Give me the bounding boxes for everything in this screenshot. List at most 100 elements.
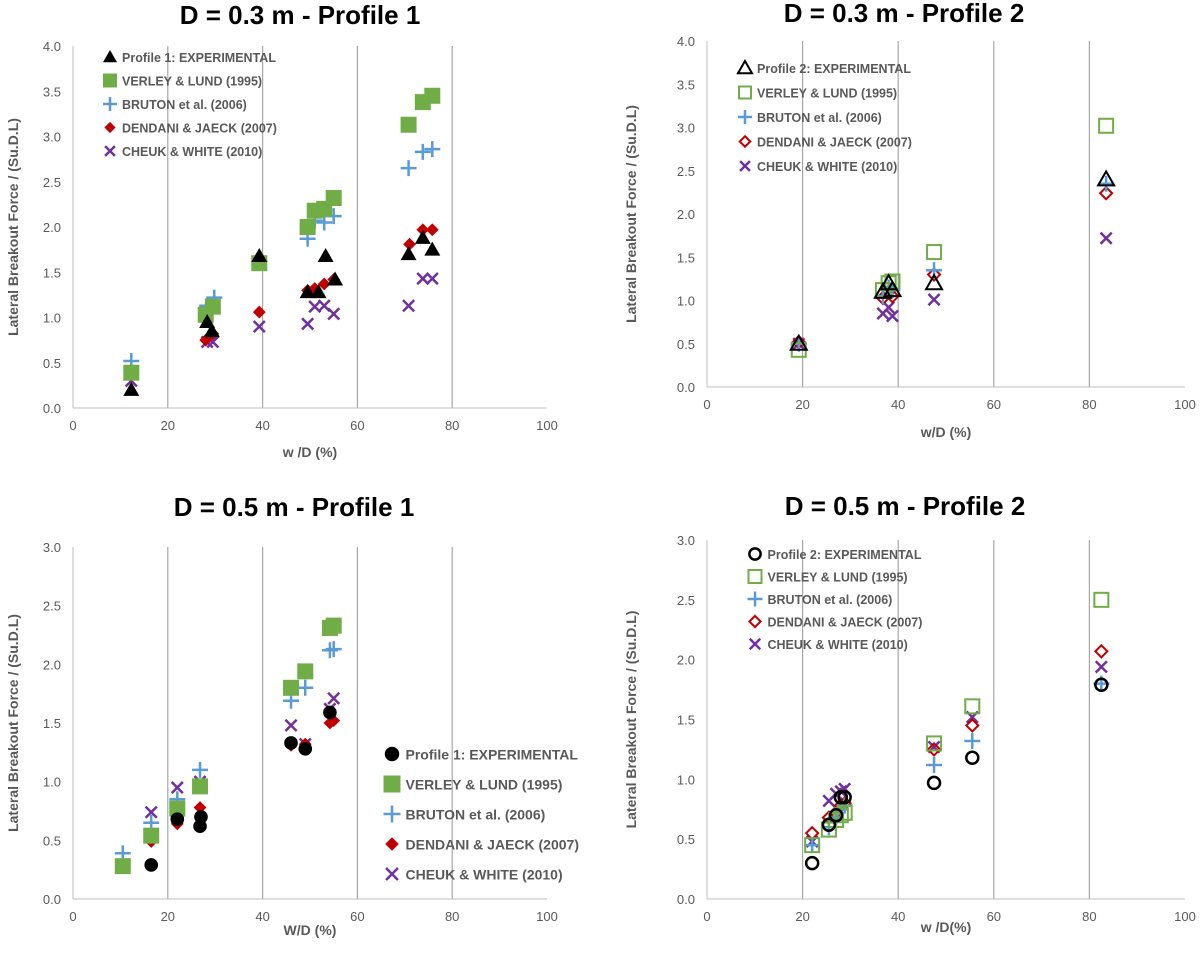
legend-marker (384, 746, 400, 762)
data-point (297, 679, 314, 696)
data-point (301, 317, 315, 331)
x-tick-label: 60 (987, 909, 1001, 924)
data-point (1098, 117, 1115, 134)
y-tick-label: 1.5 (43, 265, 61, 280)
y-tick-label: 2.0 (43, 657, 61, 672)
x-tick-label: 100 (536, 909, 558, 924)
legend-label: DENDANI & JAECK (2007) (122, 121, 277, 135)
x-tick-label: 60 (350, 418, 364, 433)
legend-label: BRUTON et al. (2006) (122, 98, 247, 112)
x-tick-label: 80 (1082, 397, 1096, 412)
data-point (926, 775, 942, 791)
legend-item-cheuk-white-2010: CHEUK & WHITE (2010) (748, 638, 908, 652)
chart-title: D = 0.3 m - Profile 1 (180, 0, 421, 30)
data-point (144, 858, 159, 872)
data-point (1098, 175, 1115, 192)
data-point (192, 778, 209, 795)
data-point (926, 742, 942, 757)
x-axis-label: w /D (%) (282, 444, 337, 460)
legend-marker (385, 867, 399, 881)
data-point (297, 663, 314, 680)
data-point (170, 812, 185, 827)
y-tick-label: 1.5 (677, 250, 695, 265)
x-tick-label: 20 (795, 909, 809, 924)
data-point (317, 247, 334, 262)
data-point (965, 750, 980, 766)
legend-label: CHEUK & WHITE (2010) (768, 638, 908, 652)
series-bruton-et-al-2006 (790, 175, 1115, 352)
legend-label: VERLEY & LUND (1995) (406, 776, 563, 792)
legend-marker (104, 145, 116, 157)
legend-label: VERLEY & LUND (1995) (757, 86, 897, 100)
legend-item-profile-2-experimental: Profile 2: EXPERIMENTAL (748, 547, 922, 562)
x-tick-label: 20 (161, 418, 175, 433)
data-point (425, 272, 439, 286)
data-point (1098, 185, 1114, 201)
y-tick-label: 1.5 (43, 716, 61, 731)
data-point (400, 160, 417, 177)
x-tick-label: 0 (703, 397, 710, 412)
legend-item-dendani-jaeck-2007: DENDANI & JAECK (2007) (747, 614, 922, 629)
series-dendani-jaeck-2007 (791, 185, 1114, 350)
data-point (403, 237, 416, 251)
y-axis-label: Lateral Breakout Force / (Su.D.L) (5, 118, 21, 336)
legend-item-cheuk-white-2010: CHEUK & WHITE (2010) (739, 160, 897, 174)
data-point (204, 298, 221, 315)
y-tick-label: 0.5 (677, 832, 695, 847)
chart-legend: Profile 2: EXPERIMENTAL VERLEY & LUND (19… (747, 547, 922, 652)
x-tick-label: 60 (350, 909, 364, 924)
data-point (836, 804, 853, 821)
y-tick-label: 4.0 (43, 39, 61, 54)
legend-item-verley-lund-1995: VERLEY & LUND (1995) (383, 775, 563, 793)
x-tick-label: 60 (987, 397, 1001, 412)
chart-panel-d03-profile1: D = 0.3 m - Profile 1 0 20 40 60 80 100 0.0 0.5 1… (0, 0, 600, 470)
data-point (804, 837, 821, 854)
x-tick-label: 100 (1174, 909, 1196, 924)
y-tick-label: 4.0 (677, 34, 695, 49)
x-tick-label: 40 (255, 418, 269, 433)
data-point (327, 691, 341, 705)
series-dendani-jaeck-2007 (124, 223, 439, 382)
y-tick-label: 2.0 (677, 653, 695, 668)
data-point (317, 277, 331, 291)
y-tick-label: 2.0 (677, 207, 695, 222)
data-point (170, 781, 184, 795)
data-point (325, 617, 342, 634)
data-point (143, 827, 160, 844)
data-point (327, 714, 341, 728)
series-verley-lund-1995 (114, 617, 342, 875)
legend-item-cheuk-white-2010: CHEUK & WHITE (2010) (385, 866, 563, 882)
data-point (416, 272, 430, 286)
x-tick-label: 0 (69, 418, 76, 433)
legend-label: Profile 1: EXPERIMENTAL (122, 51, 276, 65)
legend-marker (383, 805, 401, 823)
series-cheuk-white-2010 (792, 231, 1113, 351)
data-point (144, 805, 158, 819)
legend-item-dendani-jaeck-2007: DENDANI & JAECK (2007) (738, 134, 912, 149)
y-tick-label: 0.5 (43, 356, 61, 371)
data-point (964, 733, 981, 750)
data-point (316, 214, 333, 231)
data-point (251, 247, 268, 262)
y-tick-label: 1.0 (677, 772, 695, 787)
data-point (828, 807, 844, 823)
y-tick-label: 0.0 (43, 892, 61, 907)
legend-item-bruton-et-al-2006: BRUTON et al. (2006) (103, 97, 247, 112)
data-point (926, 244, 943, 261)
data-point (400, 246, 417, 261)
data-point (402, 299, 416, 313)
x-tick-label: 40 (891, 397, 905, 412)
legend-item-dendani-jaeck-2007: DENDANI & JAECK (2007) (385, 836, 579, 852)
y-tick-label: 3.5 (677, 77, 695, 92)
x-tick-label: 40 (255, 909, 269, 924)
data-point (299, 284, 316, 299)
series-bruton-et-al-2006 (804, 675, 1110, 854)
series-verley-lund-1995 (790, 117, 1115, 358)
legend-label: CHEUK & WHITE (2010) (122, 145, 262, 159)
x-axis-label: W/D (%) (284, 922, 337, 938)
x-axis-label: w/D (%) (920, 424, 972, 440)
legend-label: CHEUK & WHITE (2010) (757, 160, 897, 174)
chart-panel-d05-profile1: D = 0.5 m - Profile 1 0 20 40 60 80 100 0.0 0.5 1… (0, 480, 600, 955)
data-point (310, 284, 327, 299)
data-point (964, 718, 980, 733)
